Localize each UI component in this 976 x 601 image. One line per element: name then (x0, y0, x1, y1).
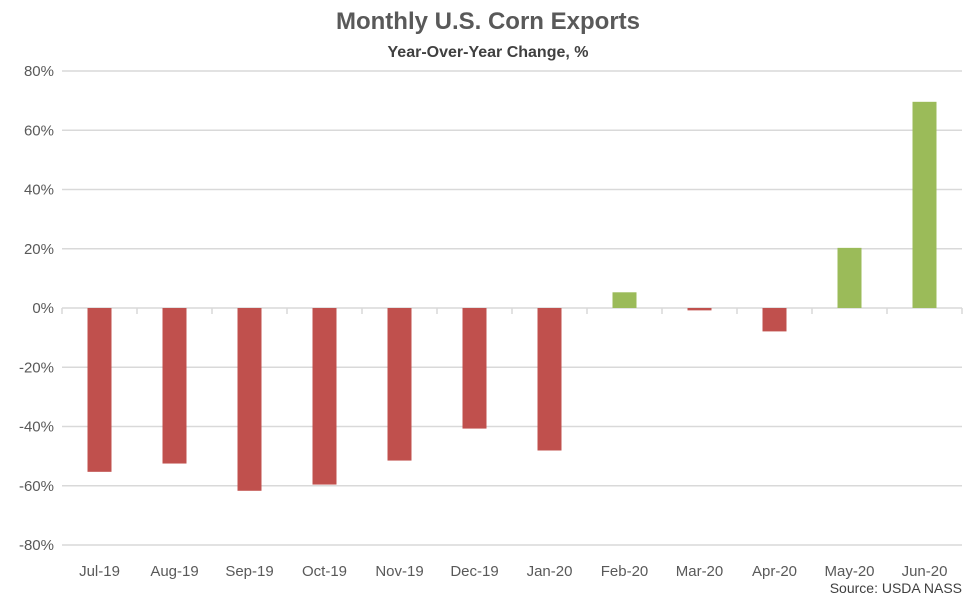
bar (312, 308, 337, 485)
bar (912, 101, 937, 308)
y-tick-label: 0% (32, 300, 54, 317)
x-tick-label: Nov-19 (375, 563, 423, 580)
chart-title: Monthly U.S. Corn Exports (335, 8, 640, 35)
x-tick-label: Mar-20 (676, 563, 724, 580)
bar (87, 308, 112, 472)
x-tick-label: Jul-19 (79, 563, 120, 580)
y-tick-label: 80% (24, 63, 54, 80)
bar (612, 292, 637, 308)
y-tick-label: 20% (24, 241, 54, 258)
bar (687, 308, 712, 311)
x-tick-label: Oct-19 (302, 563, 347, 580)
x-tick-label: May-20 (824, 563, 874, 580)
bar (837, 247, 862, 308)
bar (462, 308, 487, 429)
x-tick-label: Apr-20 (752, 563, 797, 580)
source-note: Source: USDA NASS (829, 580, 962, 596)
bar (162, 308, 187, 464)
y-tick-label: 60% (24, 122, 54, 139)
x-tick-label: Jan-20 (527, 563, 573, 580)
y-tick-label: 40% (24, 182, 54, 199)
bar (537, 308, 562, 451)
y-tick-label: -80% (19, 537, 54, 554)
y-tick-label: -40% (19, 419, 54, 436)
chart-subtitle: Year-Over-Year Change, % (387, 44, 589, 61)
y-tick-label: -20% (19, 359, 54, 376)
bar (387, 308, 412, 461)
y-tick-label: -60% (19, 478, 54, 495)
bar (762, 308, 787, 332)
x-tick-label: Sep-19 (225, 563, 273, 580)
x-tick-label: Aug-19 (150, 563, 198, 580)
x-tick-label: Feb-20 (601, 563, 649, 580)
x-tick-label: Jun-20 (902, 563, 948, 580)
bar (237, 308, 262, 491)
x-tick-label: Dec-19 (450, 563, 498, 580)
